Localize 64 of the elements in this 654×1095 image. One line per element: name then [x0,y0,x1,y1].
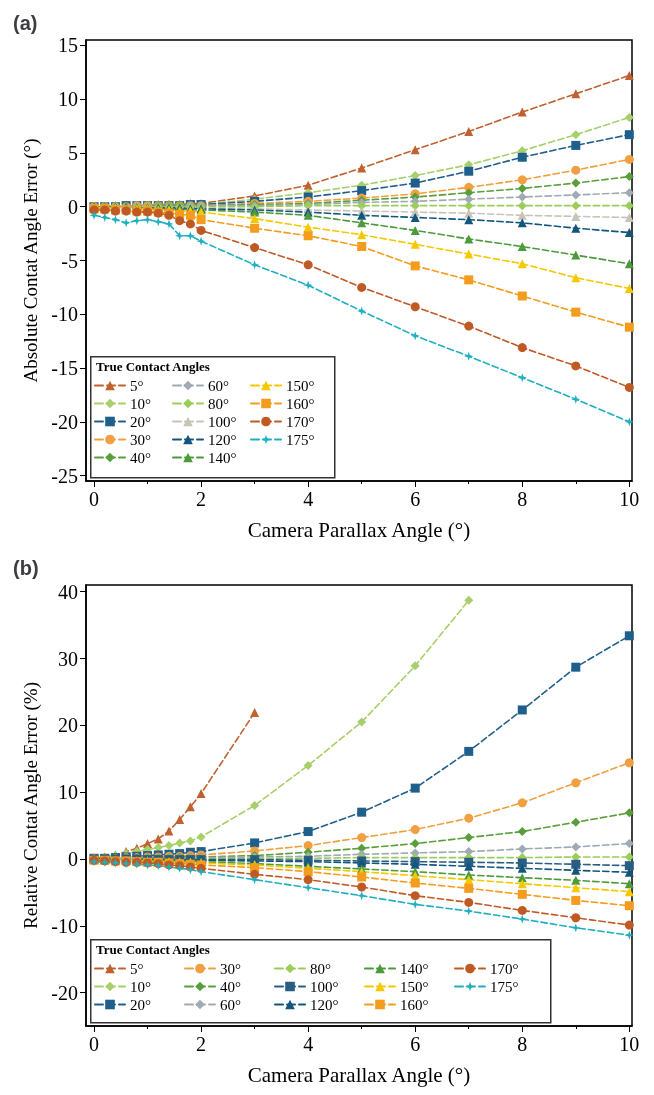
y-tick-label: 10 [58,781,78,804]
legend-label: 20° [130,413,151,430]
y-tick-label: 5 [68,141,78,164]
legend-label: 100° [208,413,237,430]
y-tick-label: 40 [58,580,78,603]
x-tick-label: 8 [517,488,528,510]
legend-label: 30° [220,960,241,977]
legend-label: 20° [130,996,151,1013]
y-tick-label: -20 [51,981,78,1004]
legend-label: 150° [286,377,315,394]
legend-label: 170° [286,413,315,430]
legend-label: 30° [130,431,151,448]
legend-title: True Contact Angles [96,942,210,957]
y-tick-label: -20 [51,410,78,433]
legend-label: 120° [310,996,339,1013]
legend-label: 160° [286,395,315,412]
legend-label: 100° [310,978,339,995]
chart-title: (a) [13,12,38,34]
x-tick-label: 8 [517,1033,528,1055]
x-tick-label: 0 [89,488,100,510]
legend-label: 140° [208,449,237,466]
legend-label: 150° [400,978,429,995]
x-axis-title: Camera Parallax Angle (°) [247,517,471,542]
y-tick-label: 0 [68,195,78,218]
x-tick-label: 2 [196,488,207,510]
legend-label: 175° [490,978,519,995]
legend-label: 5° [130,377,144,394]
y-axis-title: Absolute Contat Angle Error (°) [20,138,42,383]
legend-label: 10° [130,978,151,995]
y-tick-label: 0 [68,847,78,870]
chart-title: (b) [13,557,39,579]
x-tick-label: 6 [410,1033,421,1055]
y-tick-label: 30 [58,647,78,670]
legend-label: 140° [400,960,429,977]
legend-label: 60° [208,377,229,394]
y-tick-label: -15 [51,357,78,380]
x-tick-label: 0 [89,1033,100,1055]
legend-label: 60° [220,996,241,1013]
x-tick-label: 10 [619,1033,640,1055]
x-axis-title: Camera Parallax Angle (°) [247,1062,471,1087]
x-tick-label: 4 [303,1033,314,1055]
legend-label: 80° [208,395,229,412]
legend-label: 175° [286,431,315,448]
x-tick-label: 10 [619,488,640,510]
legend-label: 10° [130,395,151,412]
legend-label: 40° [130,449,151,466]
legend-label: 40° [220,978,241,995]
y-tick-label: -10 [51,914,78,937]
x-tick-label: 2 [196,1033,207,1055]
y-tick-label: 10 [58,88,78,111]
legend-label: 160° [400,996,429,1013]
y-tick-label: -10 [51,303,78,326]
x-tick-label: 6 [410,488,421,510]
y-tick-label: 15 [58,34,78,57]
legend-label: 120° [208,431,237,448]
y-tick-label: 20 [58,714,78,737]
legend-label: 80° [310,960,331,977]
legend-label: 170° [490,960,519,977]
legend-title: True Contact Angles [96,359,210,374]
y-tick-label: -25 [51,464,78,487]
y-axis-title: Relative Contat Angle Error (%) [20,682,42,929]
legend-label: 5° [130,960,144,977]
y-tick-label: -5 [61,249,78,272]
x-tick-label: 4 [303,488,314,510]
